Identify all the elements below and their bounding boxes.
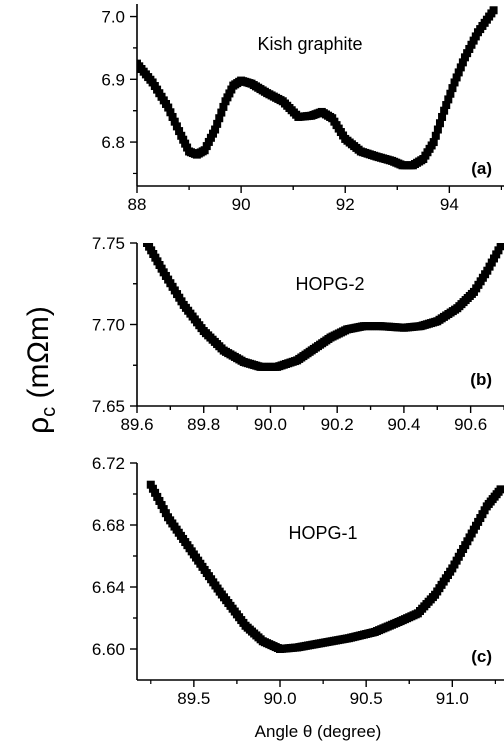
data-series [143,243,504,371]
data-point [211,125,220,134]
panel-3: 89.5 90.0 90.5 91.0 6.60 6.64 6.68 6.72 HOPG-1 (c… [92,454,504,708]
data-point [151,488,160,497]
data-point [438,112,447,121]
data-point [465,44,474,53]
data-point [168,112,177,121]
data-point [206,133,215,142]
x-tick-label: 90.0 [254,415,287,434]
data-point [489,254,498,263]
data-point [204,137,213,146]
data-point [452,73,461,82]
data-point [170,117,179,126]
data-point [148,484,157,493]
data-point [164,103,173,112]
data-point [440,106,449,115]
data-point [496,485,504,494]
data-point [492,250,501,259]
data-point [448,84,457,93]
data-point [431,131,440,140]
data-point [487,258,496,267]
data-point [471,32,480,41]
x-tick-label: 90.0 [263,689,296,708]
y-axis-label: ρc (mΩm) [22,306,60,434]
data-point [489,6,498,15]
panel-letter: (a) [471,159,492,178]
x-tick-label: 89.5 [177,689,210,708]
y-tick-label: 6.68 [92,516,125,535]
panel-1: 88 90 92 94 6.8 6.9 7.0 Kish graphite (a) [101,4,504,214]
panel-title: HOPG-2 [295,274,364,294]
data-point [161,509,170,518]
data-point [429,138,438,147]
data-point [444,95,453,104]
panel-title: HOPG-1 [288,523,357,543]
data-point [435,119,444,128]
y-tick-label: 6.60 [92,640,125,659]
panel-2: 89.6 89.8 90.0 90.2 90.4 90.6 7.65 7.70 7.75 HOPG… [92,234,504,434]
panel-letter: (c) [471,647,492,666]
x-tick-label: 91.0 [436,689,469,708]
data-point [146,480,155,489]
data-point [469,36,478,45]
data-series [137,6,498,170]
y-tick-label: 6.9 [101,70,125,89]
data-point [456,63,465,72]
data-point [215,114,224,123]
data-point [450,78,459,87]
data-point [219,102,228,111]
data-point [202,142,211,151]
x-tick-label: 88 [128,195,147,214]
data-point [467,40,476,49]
y-tick-label: 7.70 [92,316,125,335]
y-tick-label: 6.64 [92,578,125,597]
x-tick-label: 94 [440,195,459,214]
data-point [454,68,463,77]
panel-title: Kish graphite [257,34,362,54]
x-tick-label: 90 [232,195,251,214]
x-axis-label: Angle θ (degree) [255,722,382,741]
x-tick-label: 89.8 [187,415,220,434]
y-tick-label: 6.8 [101,133,125,152]
data-point [433,125,442,134]
x-tick-label: 89.6 [120,415,153,434]
data-point [213,119,222,128]
y-tick-label: 7.65 [92,397,125,416]
data-point [217,108,226,117]
y-tick-label: 7.75 [92,234,125,253]
data-point [175,127,184,136]
data-point [485,262,494,271]
data-point [483,266,492,275]
data-point [496,243,504,251]
data-point [200,146,209,155]
x-tick-label: 90.2 [321,415,354,434]
data-series [146,480,504,653]
x-tick-label: 90.5 [350,689,383,708]
data-point [159,505,168,514]
data-point [153,492,162,501]
data-point [442,101,451,110]
data-point [166,108,175,117]
data-point [458,58,467,67]
x-tick-label: 90.4 [387,415,420,434]
x-tick-label: 90.6 [454,415,487,434]
data-point [155,496,164,505]
data-point [494,246,503,255]
data-point [172,122,181,131]
y-tick-label: 6.72 [92,454,125,473]
data-point [209,129,217,138]
data-point [463,49,472,58]
data-point [157,501,166,510]
x-tick-label: 92 [336,195,355,214]
data-point [460,53,469,62]
y-tick-label: 7.0 [101,8,125,27]
panel-letter: (b) [470,370,492,389]
data-point [446,89,455,98]
